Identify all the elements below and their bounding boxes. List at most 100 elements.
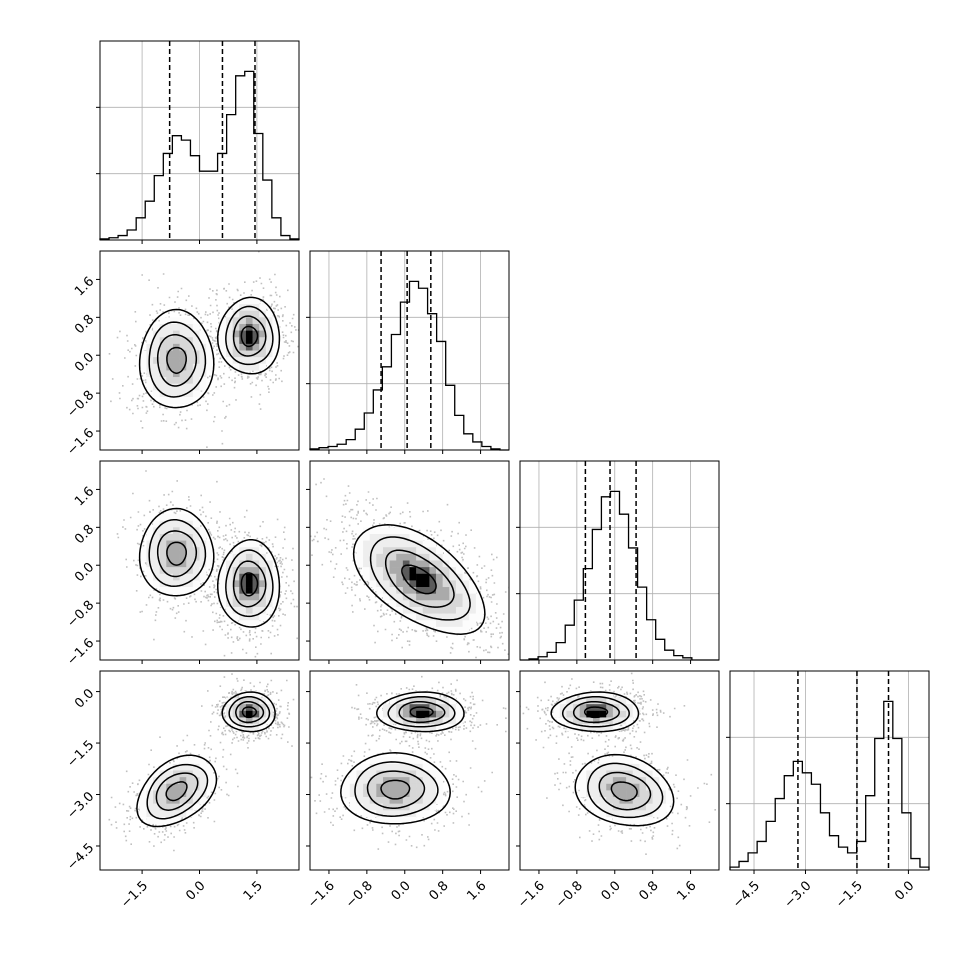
xtick-label-col1-2: 0.0 [389, 878, 414, 903]
pair-2-1-cell [402, 527, 410, 535]
pair-1-0-cell [153, 377, 160, 384]
pair-2-0-cell [153, 540, 160, 548]
pair-1-0-cell [192, 363, 200, 371]
pair-3-0-contour [136, 754, 218, 828]
pair-3-1-cell [422, 783, 430, 791]
ytick-label-row3-0: −4.5 [64, 841, 97, 874]
pair-1-0-cell [232, 337, 240, 345]
pair-2-1-cell [389, 527, 397, 535]
pair-1-0-cell [153, 337, 160, 345]
pair-1-0-cell [265, 317, 273, 325]
pair-2-1-cell [369, 547, 377, 555]
pair-3-0-contour [155, 772, 199, 811]
pair-3-2-cell [632, 816, 640, 824]
pair-3-2-cell [606, 783, 614, 791]
pair-3-1-cell [389, 783, 397, 791]
pair-1-0-cell [252, 363, 260, 371]
pair-1-0-cell [199, 363, 207, 371]
pair-3-0-cell [166, 790, 174, 798]
pair-3-2-contour [561, 695, 630, 728]
pair-3-0-cell [166, 763, 174, 771]
pair-2-1-cell [409, 533, 417, 541]
pair-2-1-cell [455, 567, 463, 575]
pair-3-0-cell [172, 763, 180, 771]
pair-3-0-cell [259, 724, 267, 731]
pair-2-1-cell [416, 580, 424, 588]
pair-1-0-cell [179, 370, 187, 378]
pair-2-0-cell [239, 620, 247, 628]
pair-2-0-cell [206, 553, 214, 561]
pair-3-1-cell [369, 763, 377, 771]
pair-3-0-cell [206, 777, 214, 785]
pair-3-0-cell [179, 757, 187, 765]
pair-2-0-cell [239, 547, 247, 555]
pair-2-1-contour [369, 536, 471, 621]
pair-2-0-cell [179, 573, 187, 581]
pair-2-1-cell [429, 540, 437, 548]
pair-3-1-cell [356, 790, 364, 798]
pair-1-0-cell [239, 323, 247, 331]
pair-3-1-contour [366, 770, 426, 809]
pair-1-0-cell [226, 310, 233, 318]
pair-3-2-cell [632, 770, 640, 778]
pair-3-2-cell [599, 797, 607, 804]
pair-1-0-cell [166, 317, 174, 325]
pair-2-1-cell [369, 560, 377, 568]
pair-3-2-cell [639, 790, 647, 798]
pair-2-0-cell [239, 560, 247, 568]
pair-3-0-cell [199, 770, 207, 778]
pair-3-2-cell [559, 704, 567, 712]
pair-2-1-cell [429, 587, 437, 594]
ytick-label-row2-0: −1.6 [64, 636, 97, 669]
pair-3-1-cell [363, 777, 370, 785]
pair-3-1-cell [369, 783, 377, 791]
pair-2-1-cell [369, 540, 377, 548]
pair-3-1-cell [409, 757, 417, 765]
pair-2-1-cell [436, 573, 443, 581]
pair-2-1-cell [449, 573, 457, 581]
pair-3-2-cell [626, 783, 634, 791]
pair-2-1-cell [416, 560, 424, 568]
pair-2-1-cell [376, 553, 384, 561]
pair-3-2-cell [652, 790, 660, 798]
pair-3-0-cell [159, 790, 167, 798]
pair-1-0-cell [172, 383, 180, 391]
pair-1-0-cell [179, 317, 187, 325]
pair-1-0-cell [179, 363, 187, 371]
pair-3-1-cell [389, 704, 397, 712]
pair-2-0-contour [148, 518, 207, 588]
pair-2-1-cell [356, 560, 364, 568]
pair-3-1-cell [422, 770, 430, 778]
pair-1-0-cell [239, 317, 247, 325]
xtick-label-col1-3: 0.8 [426, 878, 451, 903]
pair-3-1-cell [436, 717, 443, 725]
pair-3-1-cell [402, 763, 410, 771]
pair-3-2-cell [599, 710, 607, 718]
pair-3-2-cell [599, 757, 607, 765]
pair-2-0-cell [219, 593, 227, 601]
pair-3-1-cell [409, 724, 417, 731]
pair-1-0-cell [186, 383, 194, 391]
pair-3-0-cell [159, 810, 167, 818]
pair-3-0-cell [199, 783, 207, 791]
pair-1-0-cell [199, 383, 207, 391]
pair-3-0-cell [199, 763, 207, 771]
pair-3-1-cell [402, 803, 410, 811]
pair-1-0-cell [179, 323, 187, 331]
pair-1-0-cell [179, 337, 187, 345]
pair-3-1-cell [416, 724, 424, 731]
xtick-label-col0-1: 0.0 [183, 878, 208, 903]
pair-3-2-cell [639, 810, 647, 818]
pair-2-1-cell [455, 626, 463, 634]
pair-2-1-cell [369, 553, 377, 561]
pair-3-2-cell [632, 763, 640, 771]
pair-1-0-cell [192, 323, 200, 331]
pair-3-2-cell [592, 763, 600, 771]
pair-1-0-cell [172, 350, 180, 358]
pair-2-1-cell [369, 573, 377, 581]
pair-2-1-cell [429, 580, 437, 588]
pair-2-0-cell [239, 580, 247, 588]
pair-2-0-cell [166, 527, 174, 535]
ytick-label-row1-2: 0.0 [72, 350, 97, 375]
pair-3-0-contour [228, 695, 271, 728]
